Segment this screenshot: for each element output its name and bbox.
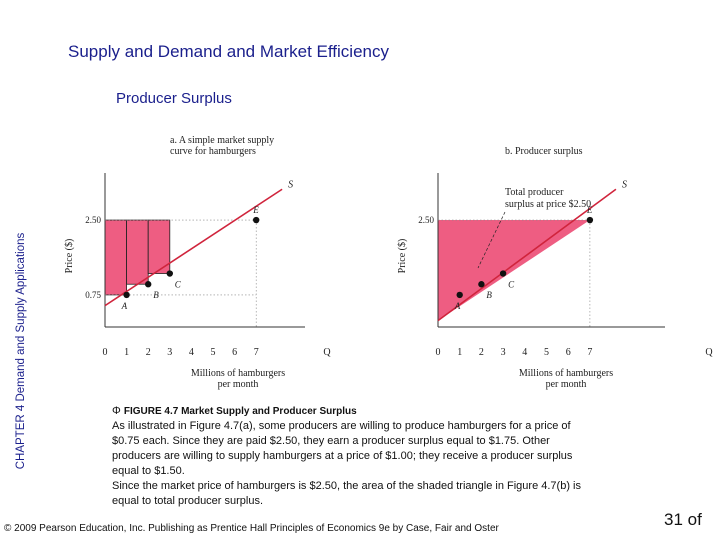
data-point — [499, 270, 507, 277]
caption-line-6: equal to total producer surplus. — [112, 495, 264, 507]
x-tick-label: 5 — [211, 347, 216, 358]
y-tick-label: 2.50 — [85, 215, 101, 225]
point-label: C — [508, 280, 515, 290]
caption-line-2: $0.75 each. Since they are paid $2.50, t… — [112, 435, 550, 447]
supply-curve-label: S — [622, 179, 627, 190]
data-point — [253, 216, 260, 224]
supply-curve — [104, 188, 283, 307]
surplus-triangle — [438, 220, 590, 321]
y-tick-label: 2.50 — [418, 215, 434, 225]
figure-marker-icon: Φ — [112, 405, 124, 417]
data-point — [586, 216, 594, 224]
x-tick-label: 2 — [146, 347, 151, 358]
x-tick-label: 3 — [501, 347, 506, 358]
point-label: B — [153, 290, 159, 300]
x-tick-label: 2 — [479, 347, 484, 358]
data-point — [123, 291, 130, 299]
x-tick-label: 6 — [232, 347, 237, 358]
caption-line-5: Since the market price of hamburgers is … — [112, 480, 581, 492]
surplus-bar — [104, 219, 128, 296]
point-label: E — [252, 205, 259, 215]
x-axis-label-line: Millions of hamburgers — [519, 368, 613, 379]
figure-caption-heading: Φ FIGURE 4.7 Market Supply and Producer … — [112, 405, 357, 417]
x-tick-label: 1 — [457, 347, 462, 358]
annotation-line: surplus at price $2.50 — [505, 199, 591, 210]
x-tick-label: 3 — [167, 347, 172, 358]
x-tick-label: 7 — [254, 347, 259, 358]
panel-title-line: a. A simple market supply — [170, 135, 274, 146]
x-tick-label: 7 — [587, 347, 592, 358]
x-axis-label-line: Millions of hamburgers — [191, 368, 285, 379]
x-tick-label: 0 — [436, 347, 441, 358]
caption-line-4: equal to $1.50. — [112, 465, 185, 477]
point-label: E — [586, 205, 593, 215]
point-label: C — [175, 280, 182, 290]
supply-curve — [437, 188, 617, 322]
x-tick-label: 5 — [544, 347, 549, 358]
slide-title: Supply and Demand and Market Efficiency — [68, 42, 389, 61]
surplus-bar — [126, 219, 149, 285]
annotation-line: Total producer — [505, 187, 564, 198]
x-tick-label: 1 — [124, 347, 129, 358]
x-axis-end-label: Q — [705, 347, 713, 358]
x-tick-label: 4 — [522, 347, 527, 358]
page-number: 31 of — [664, 510, 702, 529]
caption-line-3: producers are willing to supply hamburge… — [112, 450, 573, 462]
y-axis-label: Price ($) — [64, 239, 75, 274]
point-label: B — [486, 290, 492, 300]
supply-curve-label: S — [288, 179, 293, 190]
footer-copyright: © 2009 Pearson Education, Inc. Publishin… — [4, 523, 499, 534]
point-label: A — [454, 301, 461, 311]
y-tick-label: 0.75 — [85, 290, 101, 300]
x-axis-label-line: per month — [546, 379, 587, 390]
x-axis-label-line: per month — [218, 379, 259, 390]
data-point — [456, 291, 463, 299]
point-label: A — [121, 301, 128, 311]
panel-title-line: b. Producer surplus — [505, 146, 583, 157]
slide-subtitle: Producer Surplus — [116, 90, 232, 107]
chart-panel-b: b. Producer surplus 0 1 2 3 4 5 6 7 Q Millions of … — [397, 146, 713, 390]
data-point — [478, 281, 485, 288]
annotation-arrow — [477, 211, 506, 269]
data-point — [166, 270, 173, 277]
y-axis-label: Price ($) — [397, 239, 408, 274]
x-axis-end-label: Q — [323, 347, 331, 358]
caption-line-1: As illustrated in Figure 4.7(a), some pr… — [112, 420, 571, 432]
x-tick-label: 4 — [189, 347, 194, 358]
figure-caption: Φ FIGURE 4.7 Market Supply and Producer … — [112, 404, 672, 509]
x-tick-label: 0 — [103, 347, 108, 358]
data-point — [145, 281, 152, 288]
panel-title-line: curve for hamburgers — [170, 146, 256, 157]
x-tick-label: 6 — [566, 347, 571, 358]
